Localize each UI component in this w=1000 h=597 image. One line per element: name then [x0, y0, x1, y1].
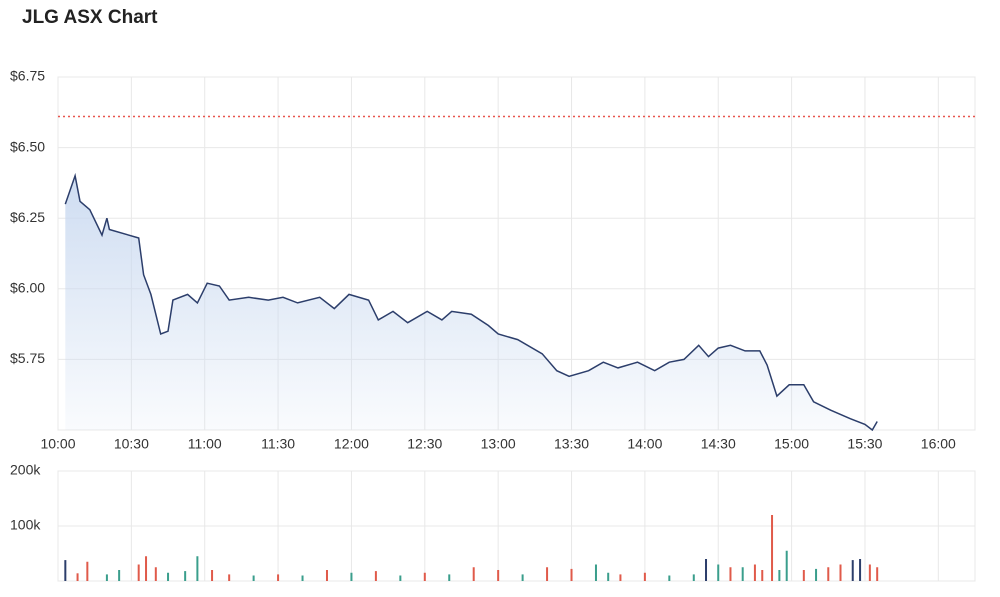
volume-bar	[692, 574, 695, 581]
volume-bar	[64, 560, 67, 581]
y-tick-label: 100k	[10, 517, 41, 533]
volume-bar	[105, 574, 108, 581]
x-tick-label: 10:30	[114, 436, 149, 452]
volume-bar	[619, 574, 622, 581]
volume-bar	[643, 572, 646, 581]
volume-bar	[196, 556, 199, 581]
volume-bar	[137, 564, 140, 581]
x-tick-label: 15:00	[774, 436, 809, 452]
volume-bar	[211, 570, 214, 581]
volume-bar	[277, 574, 280, 581]
volume-bar	[86, 561, 89, 581]
volume-bar	[154, 567, 157, 581]
x-tick-label: 16:00	[921, 436, 956, 452]
volume-bar	[350, 572, 353, 581]
x-tick-label: 12:00	[334, 436, 369, 452]
volume-bar	[228, 574, 231, 581]
chart-title: JLG ASX Chart	[22, 7, 158, 28]
volume-bar	[607, 572, 610, 581]
volume-bar	[325, 570, 328, 581]
volume-bar	[741, 567, 744, 581]
y-tick-label: $6.50	[10, 138, 45, 154]
x-tick-label: 14:00	[627, 436, 662, 452]
volume-bar	[851, 560, 854, 581]
price-line	[64, 172, 878, 432]
volume-bar	[167, 572, 170, 581]
volume-bar	[778, 570, 781, 581]
volume-bar	[374, 571, 377, 581]
volume-bar	[472, 567, 475, 581]
volume-bar	[753, 564, 756, 581]
volume-bar	[827, 567, 830, 581]
x-tick-label: 11:30	[261, 436, 295, 452]
x-tick-label: 13:30	[554, 436, 589, 452]
volume-bar	[729, 567, 732, 581]
y-tick-label: $6.75	[10, 68, 45, 84]
volume-bar	[521, 574, 524, 581]
x-tick-label: 15:30	[847, 436, 882, 452]
volume-bar	[118, 570, 121, 581]
volume-bar	[705, 559, 708, 581]
volume-bar	[76, 573, 79, 581]
volume-bar	[876, 567, 879, 581]
y-tick-label: $5.75	[10, 350, 45, 366]
volume-bar	[785, 550, 788, 581]
volume-bar	[252, 575, 255, 581]
volume-bar	[868, 564, 871, 581]
x-tick-label: 11:00	[188, 436, 222, 452]
volume-bar	[301, 575, 304, 581]
x-tick-label: 13:00	[481, 436, 516, 452]
volume-bar	[839, 564, 842, 581]
volume-bar	[761, 570, 764, 581]
volume-bar	[497, 570, 500, 581]
x-tick-label: 10:00	[40, 436, 75, 452]
volume-bar	[594, 564, 597, 581]
x-tick-label: 12:30	[407, 436, 442, 452]
y-tick-label: $6.25	[10, 209, 45, 225]
y-tick-label: $6.00	[10, 280, 45, 296]
volume-bar	[802, 570, 805, 581]
volume-bar	[399, 575, 402, 581]
volume-bar	[815, 568, 818, 581]
volume-bar	[145, 556, 148, 581]
volume-bar	[570, 568, 573, 581]
volume-bar	[717, 564, 720, 581]
y-tick-label: 200k	[10, 462, 41, 478]
volume-bar	[448, 574, 451, 581]
volume-bar	[423, 572, 426, 581]
volume-bar	[771, 515, 774, 581]
volume-bar	[668, 575, 671, 581]
area	[65, 175, 878, 430]
volume-bar	[546, 567, 549, 581]
x-tick-label: 14:30	[701, 436, 736, 452]
volume-bar	[859, 559, 862, 581]
volume-bar	[184, 571, 187, 581]
